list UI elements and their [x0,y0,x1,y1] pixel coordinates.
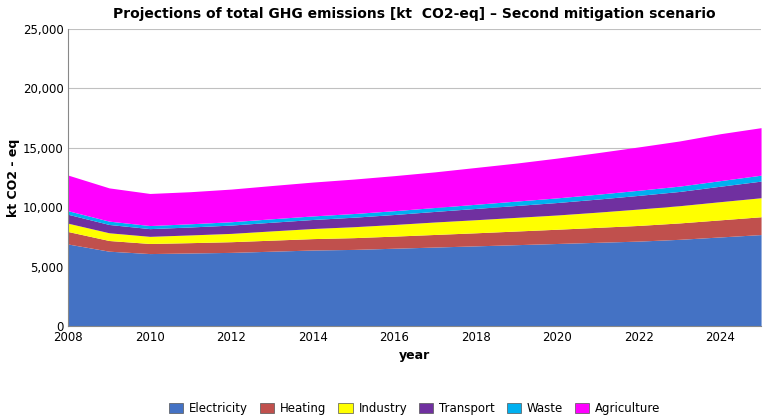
Title: Projections of total GHG emissions [kt  CO2-eq] – Second mitigation scenario: Projections of total GHG emissions [kt C… [114,7,716,21]
X-axis label: year: year [399,349,430,362]
Legend: Electricity, Heating, Industry, Transport, Waste, Agriculture: Electricity, Heating, Industry, Transpor… [164,397,665,418]
Y-axis label: kt CO2 - eq: kt CO2 - eq [7,138,20,217]
